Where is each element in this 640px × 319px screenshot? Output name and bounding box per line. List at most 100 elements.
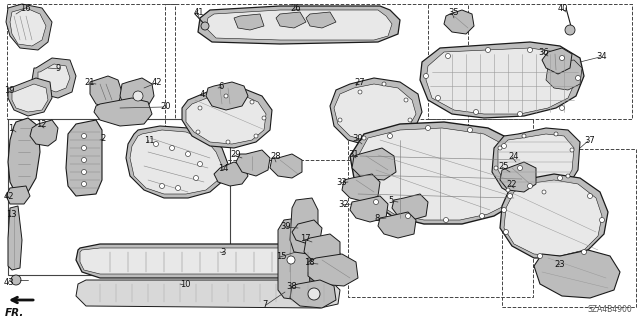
- Bar: [8, 119, 230, 275]
- Polygon shape: [30, 120, 58, 146]
- Polygon shape: [500, 174, 608, 258]
- Text: 38: 38: [286, 282, 297, 291]
- Circle shape: [494, 166, 498, 170]
- Circle shape: [159, 183, 164, 189]
- Circle shape: [538, 254, 543, 258]
- Circle shape: [338, 118, 342, 122]
- Circle shape: [406, 213, 410, 219]
- Polygon shape: [12, 84, 48, 112]
- Circle shape: [308, 288, 320, 300]
- Text: 20: 20: [160, 102, 170, 111]
- Circle shape: [374, 199, 378, 204]
- Circle shape: [133, 91, 143, 101]
- Polygon shape: [534, 250, 620, 298]
- Polygon shape: [6, 186, 30, 204]
- Polygon shape: [444, 10, 474, 34]
- Polygon shape: [8, 118, 40, 194]
- Text: FR.: FR.: [4, 308, 24, 318]
- Circle shape: [154, 142, 159, 146]
- Text: 14: 14: [218, 164, 228, 173]
- Circle shape: [424, 73, 429, 78]
- Circle shape: [201, 22, 209, 30]
- Text: 25: 25: [498, 162, 509, 171]
- Circle shape: [474, 109, 479, 115]
- Circle shape: [559, 56, 564, 61]
- Polygon shape: [76, 244, 342, 278]
- Polygon shape: [214, 162, 248, 186]
- Polygon shape: [278, 218, 310, 300]
- Text: 41: 41: [194, 8, 205, 17]
- Circle shape: [542, 190, 546, 194]
- Text: 39: 39: [280, 222, 291, 231]
- Polygon shape: [234, 14, 264, 30]
- Polygon shape: [182, 88, 272, 148]
- Text: 12: 12: [36, 120, 47, 129]
- Polygon shape: [426, 48, 576, 114]
- Text: 29: 29: [230, 150, 241, 159]
- Circle shape: [508, 194, 513, 198]
- Polygon shape: [186, 94, 266, 144]
- Circle shape: [557, 175, 563, 181]
- Text: 21: 21: [84, 78, 95, 87]
- Text: 18: 18: [304, 258, 315, 267]
- Bar: [7, 4, 175, 119]
- Text: 3: 3: [220, 248, 225, 257]
- Circle shape: [198, 106, 202, 110]
- Polygon shape: [76, 280, 340, 308]
- Text: 4: 4: [200, 90, 205, 99]
- Polygon shape: [330, 78, 422, 146]
- Polygon shape: [126, 126, 228, 198]
- Text: 8: 8: [374, 214, 380, 223]
- Text: 33: 33: [336, 178, 347, 187]
- Circle shape: [502, 207, 506, 212]
- Polygon shape: [304, 234, 340, 262]
- Text: 16: 16: [20, 4, 31, 13]
- Polygon shape: [352, 148, 396, 180]
- Text: 40: 40: [558, 4, 568, 13]
- Circle shape: [362, 136, 366, 140]
- Polygon shape: [90, 76, 122, 108]
- Circle shape: [518, 112, 522, 116]
- Bar: [348, 119, 533, 297]
- Text: 9: 9: [56, 64, 61, 73]
- Circle shape: [226, 140, 230, 144]
- Text: 23: 23: [554, 260, 564, 269]
- Polygon shape: [498, 134, 574, 194]
- Polygon shape: [198, 6, 400, 44]
- Polygon shape: [542, 48, 572, 74]
- Text: 37: 37: [584, 136, 595, 145]
- Circle shape: [175, 186, 180, 190]
- Text: 31: 31: [348, 150, 358, 159]
- Circle shape: [81, 169, 86, 174]
- Polygon shape: [500, 162, 536, 192]
- Text: 43: 43: [4, 278, 15, 287]
- Bar: [428, 4, 632, 119]
- Text: 19: 19: [4, 86, 15, 95]
- Text: 22: 22: [506, 180, 516, 189]
- Circle shape: [426, 125, 431, 130]
- Circle shape: [186, 152, 191, 157]
- Text: 17: 17: [300, 234, 310, 243]
- Polygon shape: [120, 78, 154, 110]
- Text: 5: 5: [388, 196, 393, 205]
- Polygon shape: [38, 64, 70, 92]
- Circle shape: [81, 182, 86, 187]
- Text: 26: 26: [290, 4, 301, 13]
- Circle shape: [254, 134, 258, 138]
- Polygon shape: [66, 120, 102, 196]
- Polygon shape: [80, 248, 336, 274]
- Circle shape: [358, 90, 362, 94]
- Polygon shape: [206, 10, 392, 40]
- Text: 1: 1: [8, 124, 13, 133]
- Circle shape: [518, 166, 522, 170]
- Circle shape: [600, 218, 605, 222]
- Text: 10: 10: [180, 280, 191, 289]
- Text: 15: 15: [276, 252, 287, 261]
- Text: 11: 11: [144, 136, 154, 145]
- Circle shape: [81, 133, 86, 138]
- Polygon shape: [350, 196, 388, 222]
- Circle shape: [382, 82, 386, 86]
- Text: 32: 32: [338, 200, 349, 209]
- Polygon shape: [492, 128, 580, 198]
- Polygon shape: [276, 12, 306, 28]
